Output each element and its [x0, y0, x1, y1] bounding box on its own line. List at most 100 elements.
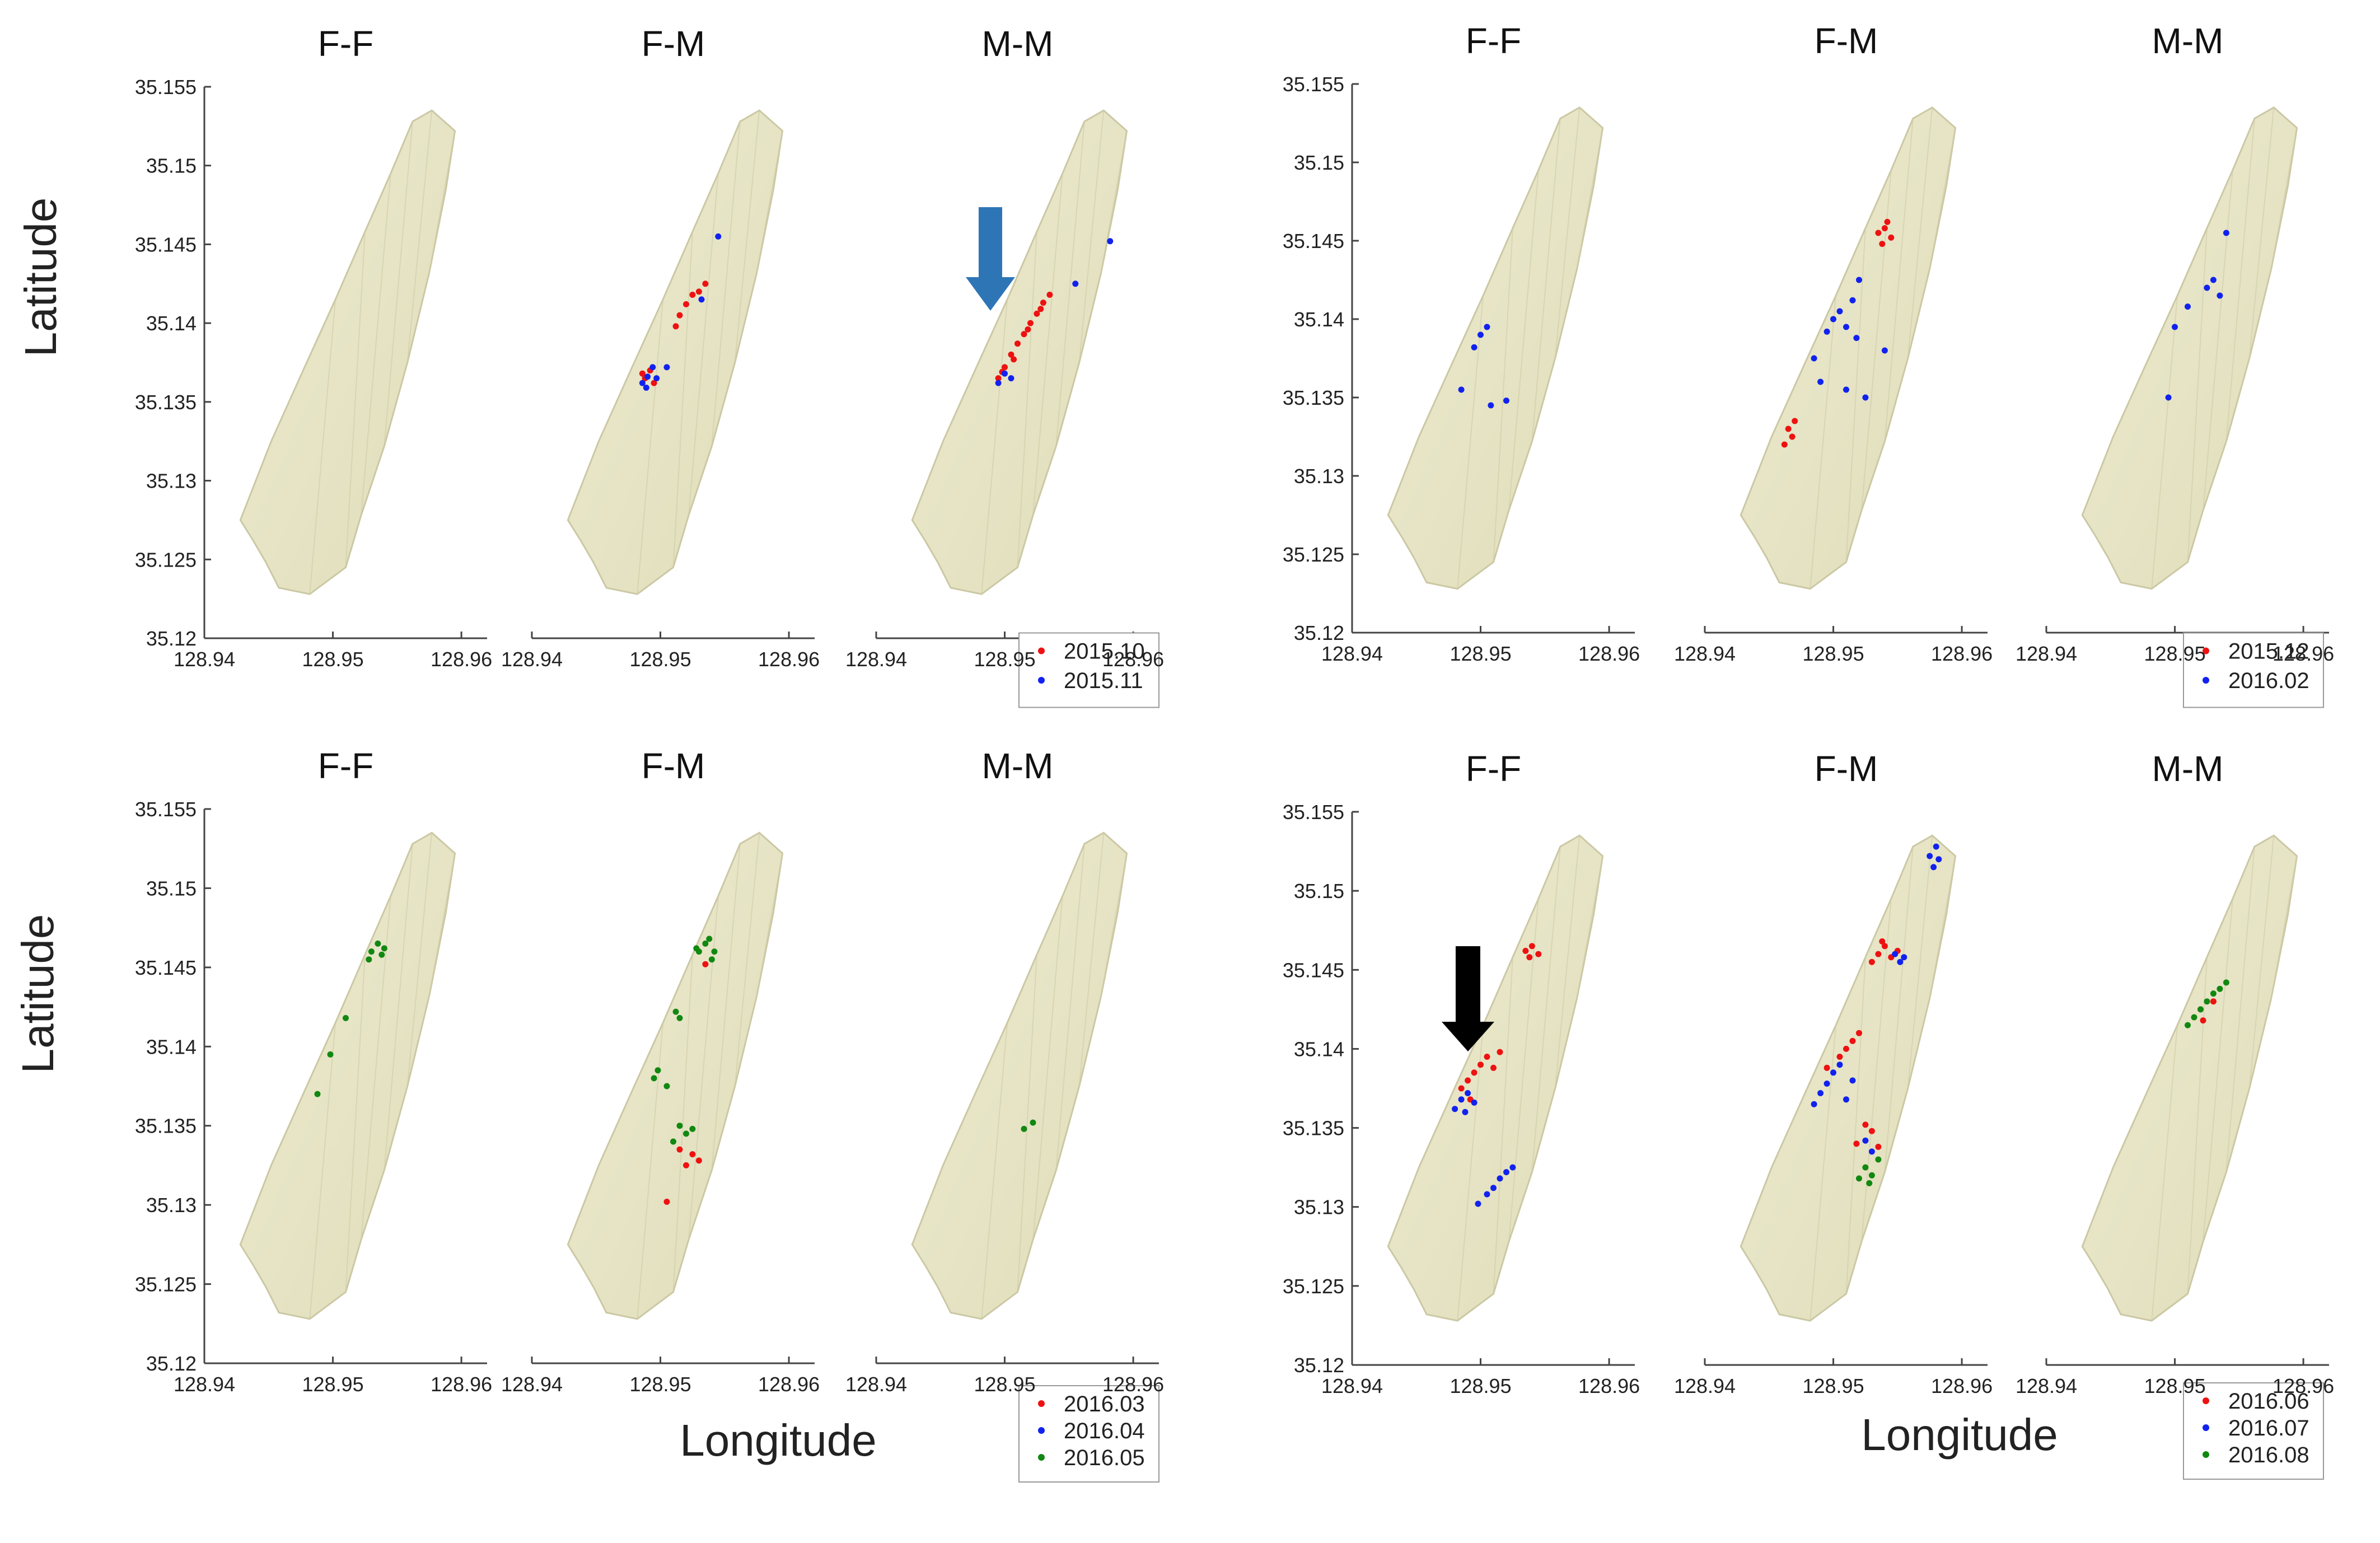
data-point-2016.02 — [1849, 297, 1856, 303]
data-point-2015.10 — [651, 380, 657, 386]
legend-label: 2016.03 — [1064, 1392, 1145, 1416]
data-point-2016.08 — [2197, 1006, 2204, 1013]
data-point-2016.07 — [1892, 951, 1899, 957]
data-point-2016.06 — [1526, 954, 1533, 961]
map-road — [734, 833, 760, 1087]
map-road — [1493, 228, 1513, 563]
y-tick-label: 35.125 — [135, 548, 197, 571]
y-tick-label: 35.13 — [146, 1194, 197, 1217]
data-point-2016.02 — [1836, 308, 1843, 315]
data-point-2016.02 — [1856, 277, 1862, 283]
x-tick-label: 128.94 — [1674, 1374, 1736, 1397]
data-point-2015.10 — [1021, 331, 1027, 338]
data-point-2016.05 — [1021, 1125, 1027, 1132]
map-road — [1554, 835, 1581, 1089]
x-tick-label: 128.94 — [501, 1373, 563, 1396]
data-point-2016.06 — [1856, 1030, 1862, 1036]
legend-marker — [1038, 647, 1045, 654]
y-tick-label: 35.13 — [1294, 465, 1344, 488]
data-point-2016.05 — [1030, 1119, 1036, 1126]
y-tick-label: 35.14 — [1294, 1037, 1344, 1060]
data-point-2015.10 — [1046, 292, 1053, 298]
x-tick-label: 128.94 — [501, 648, 563, 671]
data-point-2015.12 — [1781, 441, 1788, 448]
island-map-g0-F-F — [239, 109, 456, 595]
data-point-2016.07 — [1901, 954, 1907, 961]
x-tick-label: 128.96 — [758, 1373, 820, 1396]
data-point-2015.10 — [1002, 364, 1008, 371]
y-tick-label: 35.145 — [1283, 958, 1344, 981]
map-road — [406, 833, 433, 1087]
y-tick-label: 35.145 — [1283, 230, 1344, 253]
y-tick-label: 35.14 — [146, 1035, 197, 1058]
y-tick-label: 35.15 — [1294, 151, 1344, 174]
map-road — [756, 853, 783, 996]
map-road — [688, 173, 719, 516]
data-point-2016.02 — [1853, 335, 1860, 342]
map-road — [1576, 855, 1603, 999]
data-point-2016.05 — [708, 956, 715, 963]
arrow-blue-icon — [979, 207, 1002, 280]
legend-label: 2016.07 — [2228, 1416, 2309, 1441]
data-point-2016.02 — [2223, 230, 2229, 236]
arrow-black-icon — [1456, 946, 1480, 1025]
data-point-2016.07 — [1823, 1081, 1830, 1087]
data-point-2015.10 — [1008, 351, 1014, 358]
data-point-2016.06 — [1522, 947, 1529, 954]
map-road — [1055, 121, 1085, 446]
data-point-2016.07 — [1471, 1099, 1477, 1106]
x-tick-label: 128.94 — [1321, 1374, 1383, 1397]
legend-marker — [2203, 1424, 2209, 1431]
data-point-2016.05 — [381, 945, 387, 952]
island-map-g1-F-F — [1387, 106, 1604, 590]
data-point-2016.02 — [2172, 324, 2178, 330]
map-road — [1457, 1025, 1484, 1321]
data-point-2016.05 — [654, 1067, 661, 1074]
legend-label: 2016.06 — [2228, 1389, 2309, 1414]
data-point-2016.02 — [2165, 394, 2172, 401]
data-point-2015.10 — [639, 370, 646, 377]
data-point-2016.06 — [1868, 1128, 1875, 1134]
data-point-2016.06 — [1862, 1121, 1869, 1128]
x-tick-label: 128.96 — [431, 1373, 492, 1396]
map-road — [711, 844, 741, 1171]
data-point-2015.11 — [653, 375, 660, 382]
x-tick-label: 128.94 — [2016, 1374, 2077, 1397]
x-tick-label: 128.95 — [974, 648, 1035, 671]
data-point-2016.02 — [1471, 344, 1477, 350]
map-road — [1032, 896, 1063, 1240]
island-map-g0-M-M — [911, 109, 1128, 595]
x-tick-label: 128.96 — [1578, 1374, 1640, 1397]
data-point-2016.06 — [1458, 1085, 1465, 1092]
y-tick-label: 35.12 — [146, 1352, 197, 1375]
data-point-2016.07 — [1465, 1090, 1471, 1096]
map-road — [1845, 228, 1866, 563]
column-title: F-M — [1815, 749, 1878, 789]
y-tick-label: 35.155 — [135, 798, 197, 821]
map-road — [361, 896, 391, 1240]
legend-label: 2015.11 — [1064, 668, 1143, 693]
data-point-2016.08 — [1856, 1175, 1862, 1182]
y-tick-label: 35.155 — [1283, 73, 1344, 96]
data-point-2015.11 — [698, 296, 705, 303]
data-point-2016.07 — [1930, 864, 1937, 871]
column-title: F-M — [642, 24, 705, 64]
data-point-2016.06 — [1849, 1037, 1856, 1044]
map-road — [1032, 173, 1063, 516]
x-tick-label: 128.95 — [1802, 642, 1864, 665]
data-point-2016.06 — [1853, 1140, 1860, 1147]
map-road — [2187, 957, 2208, 1294]
legend-box — [1018, 632, 1159, 708]
column-title: F-F — [1466, 21, 1522, 61]
map-road — [345, 231, 366, 568]
data-point-2015.10 — [672, 323, 679, 330]
x-tick-label: 128.94 — [174, 648, 235, 671]
legend-marker — [2203, 647, 2209, 654]
data-point-2016.08 — [1875, 1156, 1882, 1163]
data-point-2015.12 — [1879, 241, 1886, 247]
island-map-g1-F-M — [1740, 106, 1957, 590]
data-point-2015.11 — [649, 364, 656, 371]
data-point-2016.07 — [1862, 1137, 1869, 1144]
map-road — [1017, 231, 1037, 568]
